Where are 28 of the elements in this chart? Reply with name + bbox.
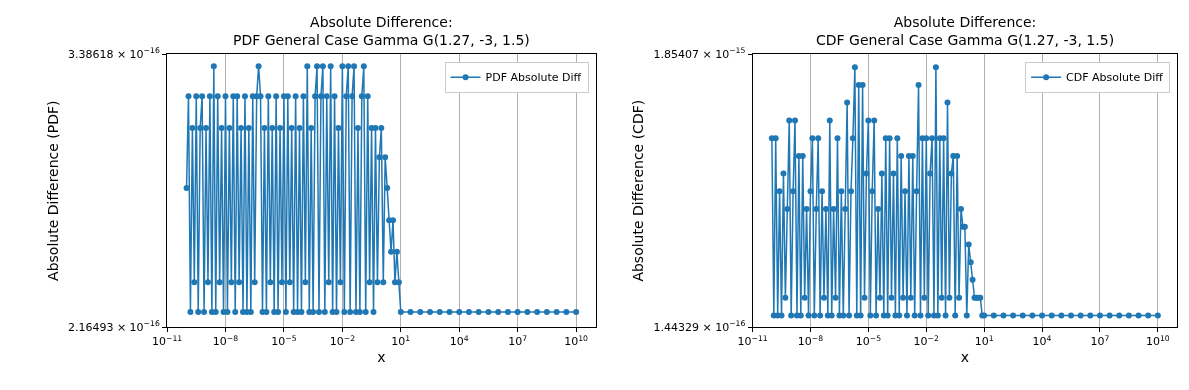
x-tick-label: 10$^{4}$ [449,333,469,349]
x-tick-label: 10$^{1}$ [391,333,411,349]
x-tick-label: 10$^{10}$ [1145,333,1170,349]
y-axis-title: Absolute Difference (PDF) [44,100,61,281]
x-tick-label: 10$^{4}$ [1032,333,1052,349]
y-tick-label: 1.44329 × 10$^{−16}$ [653,319,746,335]
x-tick-label: 10$^{1}$ [974,333,994,349]
chart-title: Absolute Difference: CDF General Case Gamma G(1.27, -3, 1.5) [816,14,1115,49]
y-axis-title: Absolute Difference (CDF) [630,99,647,282]
x-tick-label: 10$^{−5}$ [855,333,882,349]
y-tick-label: 2.16493 × 10$^{−16}$ [67,319,160,335]
x-tick-label: 10$^{−8}$ [797,333,824,349]
x-tick-label: 10$^{7}$ [1090,333,1110,349]
x-axis-title: x [377,348,386,365]
x-tick-label: 10$^{−8}$ [212,333,239,349]
x-tick-label: 10$^{−5}$ [271,333,297,349]
chart-title: Absolute Difference: PDF General Case Gamma G(1.27, -3, 1.5) [233,14,530,49]
y-tick-label: 1.85407 × 10$^{−15}$ [653,46,746,61]
x-tick-label: 10$^{−11}$ [151,333,183,349]
x-tick-label: 10$^{−2}$ [329,333,356,349]
x-axis-title: x [960,348,970,365]
y-tick-label: 3.38618 × 10$^{−16}$ [67,46,160,61]
x-tick-label: 10$^{10}$ [564,333,589,349]
x-tick-label: 10$^{7}$ [508,333,528,349]
legend-label: CDF Absolute Diff [1066,71,1164,85]
x-tick-label: 10$^{−11}$ [737,333,768,349]
x-tick-label: 10$^{−2}$ [913,333,940,349]
legend-label: PDF Absolute Diff [485,71,582,85]
